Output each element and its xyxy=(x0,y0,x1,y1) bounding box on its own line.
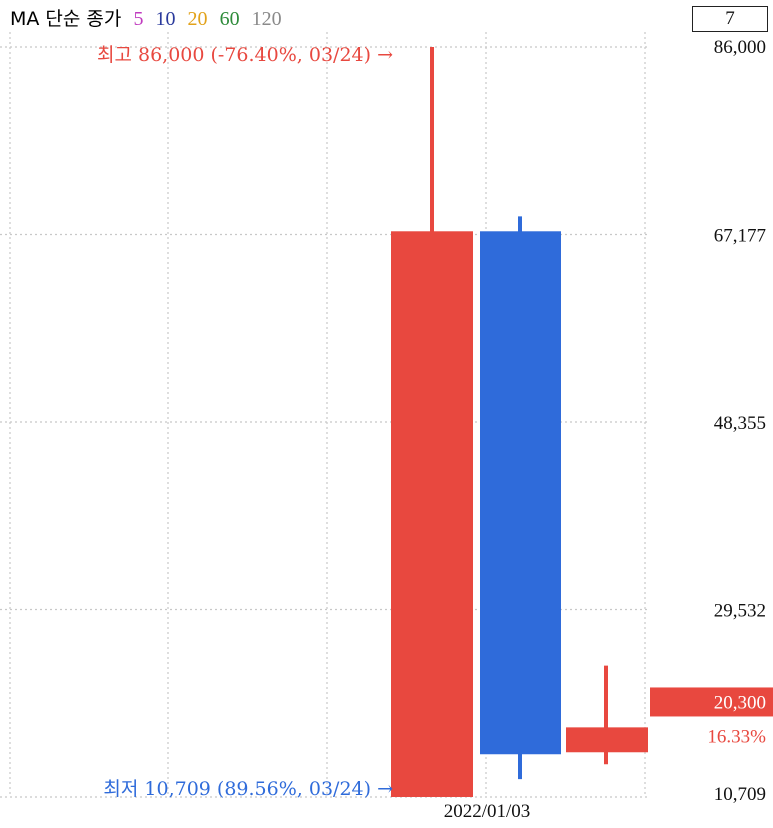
candle-body xyxy=(480,231,561,755)
low-annotation: 최저 10,709 (89.56%, 03/24) → xyxy=(103,778,393,800)
ma-60[interactable]: 60 xyxy=(219,8,240,30)
y-tick-label: 29,532 xyxy=(714,600,766,621)
y-tick-label: 67,177 xyxy=(714,226,766,247)
current-change-label: 16.33% xyxy=(707,726,766,747)
ma-20[interactable]: 20 xyxy=(187,8,208,30)
y-tick-label: 48,355 xyxy=(714,413,766,434)
current-price-label: 20,300 xyxy=(714,692,766,713)
y-tick-label: 10,709 xyxy=(714,784,766,805)
candles xyxy=(391,47,648,797)
period-box[interactable]: 7 xyxy=(692,6,768,32)
ma-5[interactable]: 5 xyxy=(133,8,144,30)
ma-legend[interactable]: MA 단순 종가 5 10 20 60 120 xyxy=(10,4,288,31)
candle-body xyxy=(391,231,473,797)
candle-body xyxy=(566,727,648,753)
ma-10[interactable]: 10 xyxy=(155,8,176,30)
ma-legend-prefix: MA 단순 종가 xyxy=(10,8,122,30)
high-annotation: 최고 86,000 (-76.40%, 03/24) → xyxy=(97,44,393,66)
current-price-tag xyxy=(650,687,773,717)
ma-120[interactable]: 120 xyxy=(251,8,282,30)
labels: 86,000 67,177 48,355 29,532 10,709 2022/01/03… xyxy=(97,37,773,822)
x-tick-label: 2022/01/03 xyxy=(444,801,531,822)
y-tick-label: 86,000 xyxy=(714,37,766,58)
